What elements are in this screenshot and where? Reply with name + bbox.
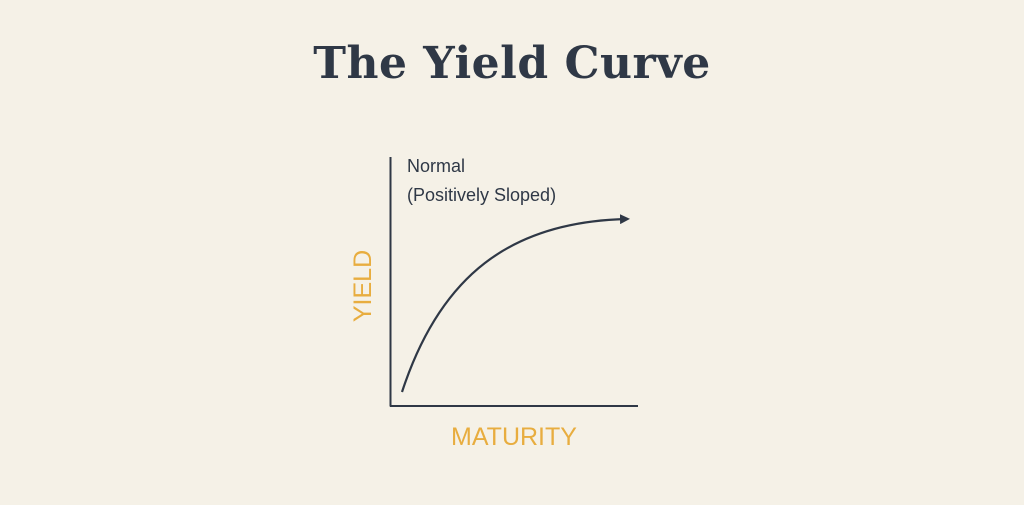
page-title: The Yield Curve (313, 38, 711, 89)
curve-label-line1: Normal (407, 156, 465, 176)
y-axis-label: YIELD (349, 250, 377, 322)
x-axis-label: MATURITY (451, 423, 577, 451)
yield-curve-line (400, 214, 630, 393)
curve-label-line2: (Positively Sloped) (407, 185, 556, 205)
